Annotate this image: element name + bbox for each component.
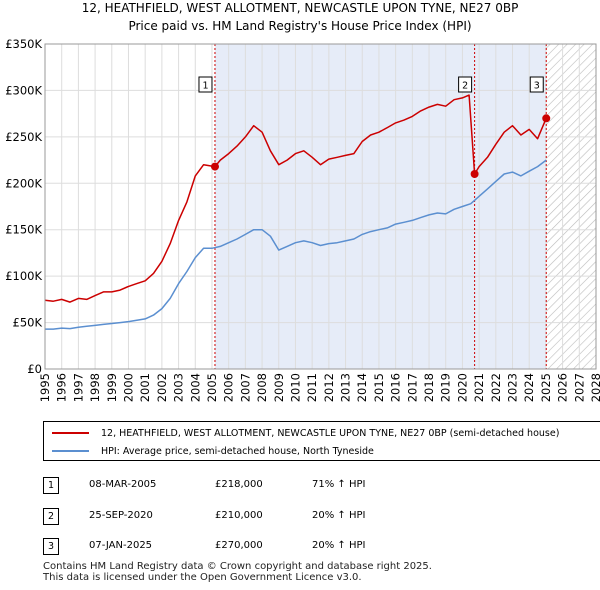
legend: 12, HEATHFIELD, WEST ALLOTMENT, NEWCASTL… [43, 421, 600, 461]
transaction-marker: 1 [43, 477, 59, 494]
price-chart: 1 2 3 £0 £50K £100K £150K £200K £250K £300K £350K… [5, 37, 600, 402]
x-tick-label: 2018 [422, 373, 436, 402]
sale-point [210, 162, 219, 171]
transaction-hpi: 20% ↑ HPI [312, 540, 366, 551]
sale-label-box [198, 76, 213, 93]
legend-price-swatch [52, 432, 89, 434]
x-tick-label: 2024 [522, 373, 536, 402]
chart-title: 12, HEATHFIELD, WEST ALLOTMENT, NEWCASTL… [81, 1, 519, 15]
y-tick-label: £350K [5, 37, 42, 51]
transaction-price: £218,000 [215, 479, 263, 490]
transaction-date: 07-JAN-2025 [89, 540, 153, 551]
x-tick-label: 2004 [188, 373, 202, 402]
transaction-date: 25-SEP-2020 [89, 510, 153, 521]
y-tick-label: £200K [5, 176, 42, 190]
x-tick-label: 2017 [405, 373, 419, 402]
price-paid-line [44, 94, 547, 303]
footer-copyright: Contains HM Land Registry data © Crown c… [43, 561, 432, 572]
legend-hpi-label: HPI: Average price, semi-detached house,… [101, 445, 374, 457]
x-tick-label: 2003 [172, 373, 186, 402]
x-tick-label: 1995 [38, 373, 52, 402]
x-tick-label: 2010 [288, 373, 302, 402]
transaction-hpi: 71% ↑ HPI [312, 479, 366, 490]
x-tick-label: 2016 [389, 373, 403, 402]
x-tick-label: 2014 [355, 373, 369, 402]
hpi-line [45, 159, 547, 330]
legend-item-price: 12, HEATHFIELD, WEST ALLOTMENT, NEWCASTL… [44, 424, 559, 442]
sale-label-number: 1 [202, 81, 208, 92]
sale-label-box [529, 76, 544, 93]
ownership-shade [214, 44, 547, 369]
x-tick-label: 2006 [222, 373, 236, 402]
future-hatch [546, 44, 596, 369]
x-tick-label: 2022 [489, 373, 503, 402]
sale-label-box [458, 76, 473, 93]
x-tick-label: 1998 [88, 373, 102, 402]
y-tick-label: £250K [5, 130, 42, 144]
x-tick-label: 2011 [305, 373, 319, 402]
x-tick-label: 2012 [322, 373, 336, 402]
transaction-marker: 3 [43, 538, 59, 555]
x-tick-label: 2026 [556, 373, 570, 402]
transaction-marker: 2 [43, 508, 59, 525]
transaction-hpi: 20% ↑ HPI [312, 510, 366, 521]
x-tick-label: 2023 [506, 373, 520, 402]
x-tick-label: 2000 [121, 373, 135, 402]
x-tick-label: 2001 [138, 373, 152, 402]
legend-price-label: 12, HEATHFIELD, WEST ALLOTMENT, NEWCASTL… [101, 427, 560, 439]
x-tick-label: 2002 [155, 373, 169, 402]
sale-label-number: 2 [462, 81, 468, 92]
transaction-price: £270,000 [215, 540, 263, 551]
chart-subtitle: Price paid vs. HM Land Registry's House … [128, 19, 472, 33]
x-tick-label: 2028 [589, 373, 600, 402]
plot-frame [44, 43, 597, 370]
x-tick-label: 2025 [539, 373, 553, 402]
y-tick-label: £0 [27, 362, 42, 376]
x-tick-label: 2019 [439, 373, 453, 402]
x-tick-label: 2020 [455, 373, 469, 402]
legend-hpi-swatch [52, 450, 89, 452]
x-tick-label: 1999 [105, 373, 119, 402]
x-tick-label: 1997 [71, 373, 85, 402]
y-tick-label: £50K [13, 316, 43, 330]
y-tick-label: £300K [5, 83, 42, 97]
x-tick-label: 2009 [272, 373, 286, 402]
sale-point [542, 114, 551, 123]
legend-item-hpi: HPI: Average price, semi-detached house,… [44, 442, 374, 460]
x-tick-label: 2027 [572, 373, 586, 402]
transaction-date: 08-MAR-2005 [89, 479, 157, 490]
x-tick-label: 1996 [55, 373, 69, 402]
footer-licence: This data is licensed under the Open Gov… [43, 572, 362, 583]
transaction-price: £210,000 [215, 510, 263, 521]
x-tick-label: 2007 [238, 373, 252, 402]
y-tick-label: £100K [5, 269, 42, 283]
sale-point [470, 170, 479, 178]
x-tick-label: 2008 [255, 373, 269, 402]
y-tick-label: £150K [5, 223, 42, 237]
x-tick-label: 2021 [472, 373, 486, 402]
x-tick-label: 2005 [205, 373, 219, 402]
x-tick-label: 2013 [339, 373, 353, 402]
x-tick-label: 2015 [372, 373, 386, 402]
sale-label-number: 3 [534, 81, 540, 92]
